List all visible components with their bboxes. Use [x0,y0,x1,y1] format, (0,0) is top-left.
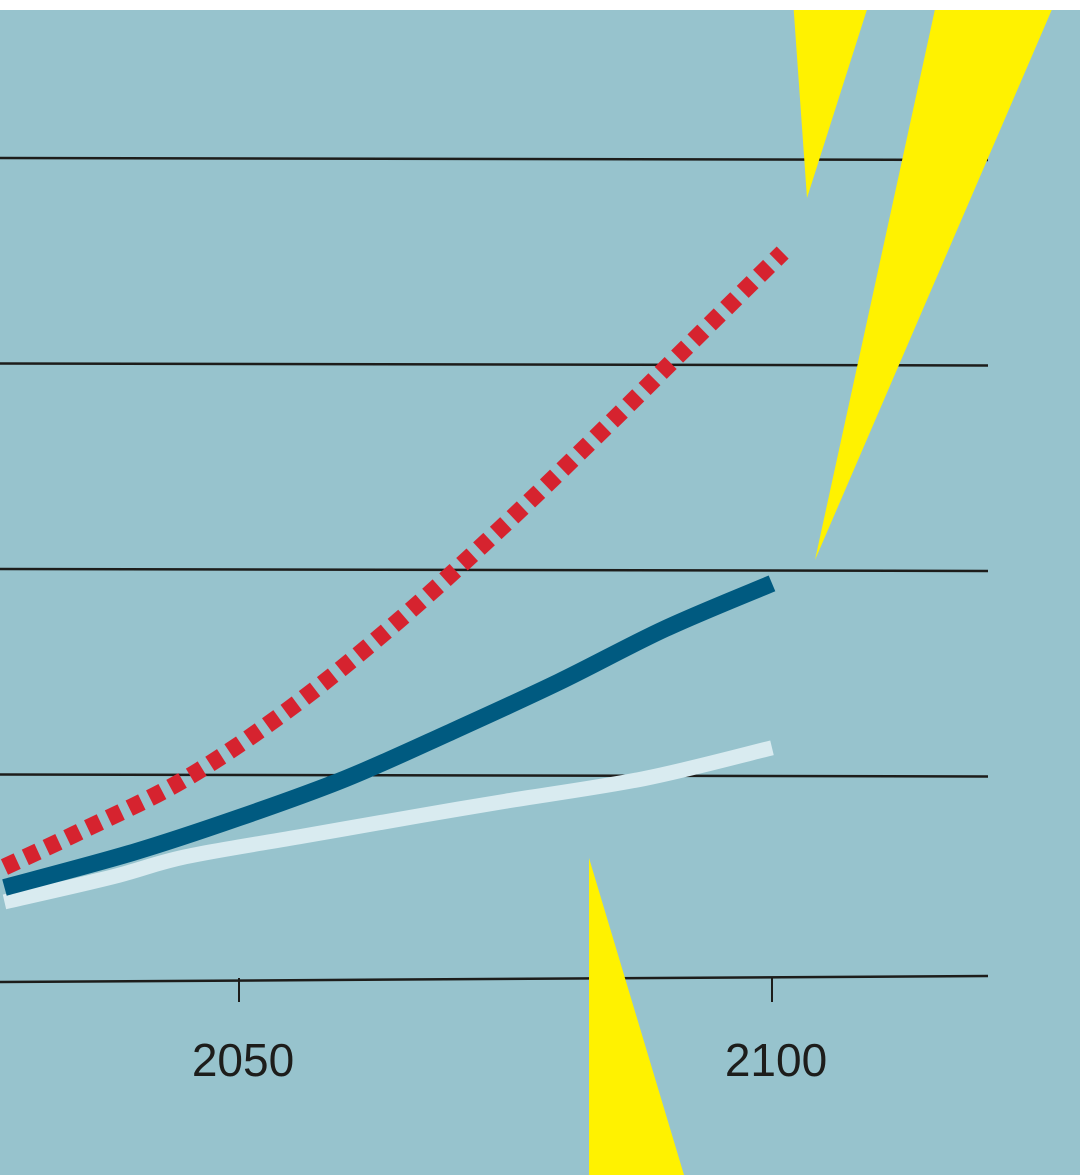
top-margin [0,0,1080,10]
gridline-3 [0,362,989,367]
series-lines [0,246,789,910]
lightning-bolt-bottom [589,858,684,1175]
x-tick-label-2050: 2050 [192,1034,294,1086]
gridlines [0,156,989,778]
series-line-3 [2,740,774,910]
x-axis-line [0,974,989,984]
series-line-2 [2,575,776,896]
gridline-1 [0,773,989,778]
gridline-2 [0,567,989,573]
gridline-4 [0,156,989,162]
lightning-bolt-small [793,0,870,198]
x-tick-label-2100: 2100 [725,1034,827,1086]
x-axis: 2050 2100 [0,974,989,1086]
series-line-1 [0,246,789,875]
lightning-bolt-large [815,0,1056,560]
